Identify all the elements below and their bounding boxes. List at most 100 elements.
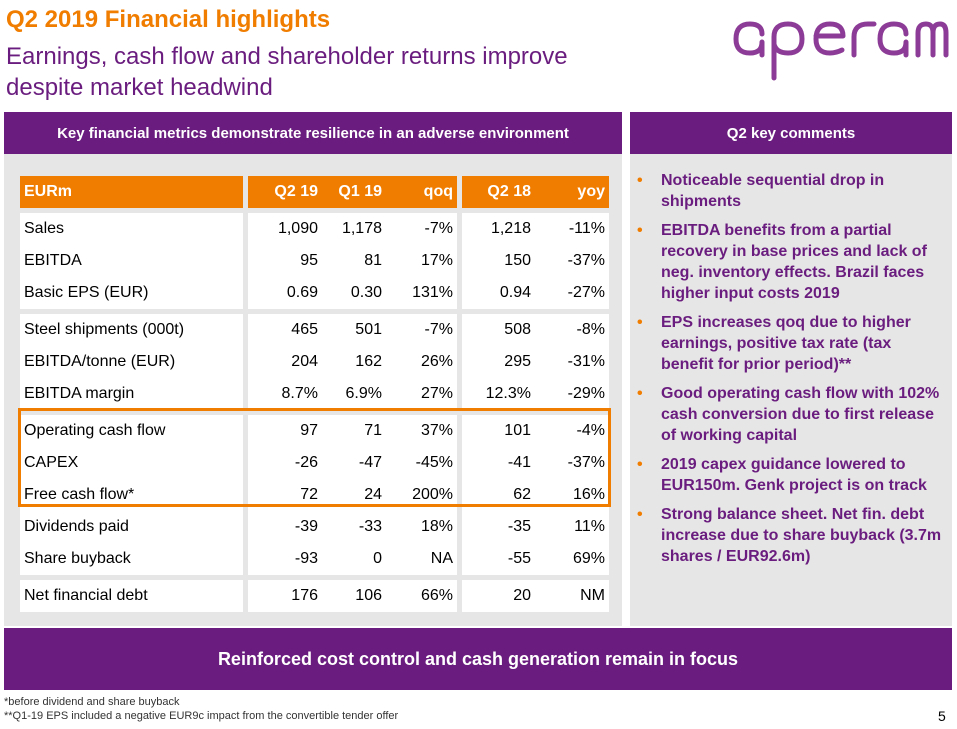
q2-18-value: -35 xyxy=(462,511,535,543)
q2-18-value: 295 xyxy=(462,346,535,378)
qoq-value: -45% xyxy=(386,447,457,479)
q2-19-value: 8.7% xyxy=(248,378,322,410)
slide-title: Q2 2019 Financial highlights xyxy=(6,6,331,33)
yoy-value: -27% xyxy=(535,277,609,309)
column-header: Q2 18 xyxy=(462,176,535,208)
q2-18-value: 12.3% xyxy=(462,378,535,410)
comment-item: • Noticeable sequential drop in shipments xyxy=(636,170,948,212)
q1-19-value: 106 xyxy=(322,580,386,612)
q1-19-value: -47 xyxy=(322,447,386,479)
q1-19-value: 0.30 xyxy=(322,277,386,309)
metric-label: Sales xyxy=(20,213,243,245)
q2-18-value: 20 xyxy=(462,580,535,612)
comment-item: • Good operating cash flow with 102% cash… xyxy=(636,383,948,446)
qoq-value: 26% xyxy=(386,346,457,378)
table-row: Net financial debt 176 106 66% 20 NM xyxy=(20,580,609,612)
comment-text: Strong balance sheet. Net fin. debt incr… xyxy=(661,506,942,565)
yoy-value: -4% xyxy=(535,415,609,447)
qoq-value: 131% xyxy=(386,277,457,309)
metric-label: Dividends paid xyxy=(20,511,243,543)
column-header: qoq xyxy=(386,176,457,208)
table-row: EBITDA/tonne (EUR) 204 162 26% 295 -31% xyxy=(20,346,609,378)
table-row: Share buyback -93 0 NA -55 69% xyxy=(20,543,609,575)
q1-19-value: 0 xyxy=(322,543,386,575)
metric-label: EBITDA xyxy=(20,245,243,277)
table-row: Steel shipments (000t) 465 501 -7% 508 -8% xyxy=(20,314,609,346)
bullet-icon: • xyxy=(637,222,643,239)
comment-item: • EBITDA benefits from a partial recovery… xyxy=(636,220,948,304)
footnote: **Q1-19 EPS included a negative EUR9c im… xyxy=(4,710,399,722)
q2-19-value: 176 xyxy=(248,580,322,612)
q1-19-value: 6.9% xyxy=(322,378,386,410)
q2-18-value: 101 xyxy=(462,415,535,447)
qoq-value: NA xyxy=(386,543,457,575)
yoy-value: -11% xyxy=(535,213,609,245)
left-panel-header: Key financial metrics demonstrate resili… xyxy=(4,112,622,154)
yoy-value: 69% xyxy=(535,543,609,575)
footnote: *before dividend and share buyback xyxy=(4,696,180,708)
table-row: Free cash flow* 72 24 200% 62 16% xyxy=(20,479,609,511)
comment-text: Noticeable sequential drop in shipments xyxy=(661,172,885,210)
table-row: EBITDA margin 8.7% 6.9% 27% 12.3% -29% xyxy=(20,378,609,410)
comment-item: • Strong balance sheet. Net fin. debt inc… xyxy=(636,504,948,567)
comment-text: EPS increases qoq due to higher earnings… xyxy=(661,314,911,373)
metrics-header-row: EURm Q2 19 Q1 19 qoq Q2 18 yoy xyxy=(20,176,609,208)
table-row: Dividends paid -39 -33 18% -35 11% xyxy=(20,511,609,543)
yoy-value: -8% xyxy=(535,314,609,346)
bullet-icon: • xyxy=(637,385,643,402)
metric-label: Operating cash flow xyxy=(20,415,243,447)
metric-label: Basic EPS (EUR) xyxy=(20,277,243,309)
q2-19-value: 95 xyxy=(248,245,322,277)
yoy-value: -29% xyxy=(535,378,609,410)
q2-19-value: 97 xyxy=(248,415,322,447)
table-row: Basic EPS (EUR) 0.69 0.30 131% 0.94 -27% xyxy=(20,277,609,309)
yoy-value: 16% xyxy=(535,479,609,511)
metric-label: EBITDA/tonne (EUR) xyxy=(20,346,243,378)
comments-panel xyxy=(630,154,952,626)
q2-19-value: 72 xyxy=(248,479,322,511)
q2-19-value: -93 xyxy=(248,543,322,575)
q2-19-value: 204 xyxy=(248,346,322,378)
comment-item: • 2019 capex guidance lowered to EUR150m.… xyxy=(636,454,948,496)
column-header: Q1 19 xyxy=(322,176,386,208)
q1-19-value: 162 xyxy=(322,346,386,378)
bullet-icon: • xyxy=(637,314,643,331)
qoq-value: -7% xyxy=(386,213,457,245)
q2-18-value: 0.94 xyxy=(462,277,535,309)
comment-text: Good operating cash flow with 102% cash … xyxy=(661,385,940,444)
column-header: yoy xyxy=(535,176,609,208)
metrics-table: EURm Q2 19 Q1 19 qoq Q2 18 yoy Sales 1,09… xyxy=(20,176,609,612)
table-row: EBITDA 95 81 17% 150 -37% xyxy=(20,245,609,277)
metric-label: CAPEX xyxy=(20,447,243,479)
metric-label: Net financial debt xyxy=(20,580,243,612)
bullet-icon: • xyxy=(637,172,643,189)
q1-19-value: 71 xyxy=(322,415,386,447)
page-number: 5 xyxy=(938,708,946,724)
q2-18-value: -41 xyxy=(462,447,535,479)
q2-19-value: -26 xyxy=(248,447,322,479)
metric-label: EBITDA margin xyxy=(20,378,243,410)
yoy-value: -37% xyxy=(535,245,609,277)
metric-label: Share buyback xyxy=(20,543,243,575)
bullet-icon: • xyxy=(637,456,643,473)
column-header: EURm xyxy=(20,176,243,208)
right-panel-header: Q2 key comments xyxy=(630,112,952,154)
table-row: Operating cash flow 97 71 37% 101 -4% xyxy=(20,415,609,447)
table-row: Sales 1,090 1,178 -7% 1,218 -11% xyxy=(20,213,609,245)
yoy-value: 11% xyxy=(535,511,609,543)
qoq-value: 27% xyxy=(386,378,457,410)
q1-19-value: 501 xyxy=(322,314,386,346)
q2-18-value: 62 xyxy=(462,479,535,511)
qoq-value: 18% xyxy=(386,511,457,543)
yoy-value: -37% xyxy=(535,447,609,479)
summary-banner: Reinforced cost control and cash generat… xyxy=(4,628,952,690)
q1-19-value: 24 xyxy=(322,479,386,511)
bullet-icon: • xyxy=(637,506,643,523)
table-row: CAPEX -26 -47 -45% -41 -37% xyxy=(20,447,609,479)
yoy-value: -31% xyxy=(535,346,609,378)
qoq-value: 17% xyxy=(386,245,457,277)
yoy-value: NM xyxy=(535,580,609,612)
qoq-value: 66% xyxy=(386,580,457,612)
comment-item: • EPS increases qoq due to higher earning… xyxy=(636,312,948,375)
q2-19-value: 1,090 xyxy=(248,213,322,245)
